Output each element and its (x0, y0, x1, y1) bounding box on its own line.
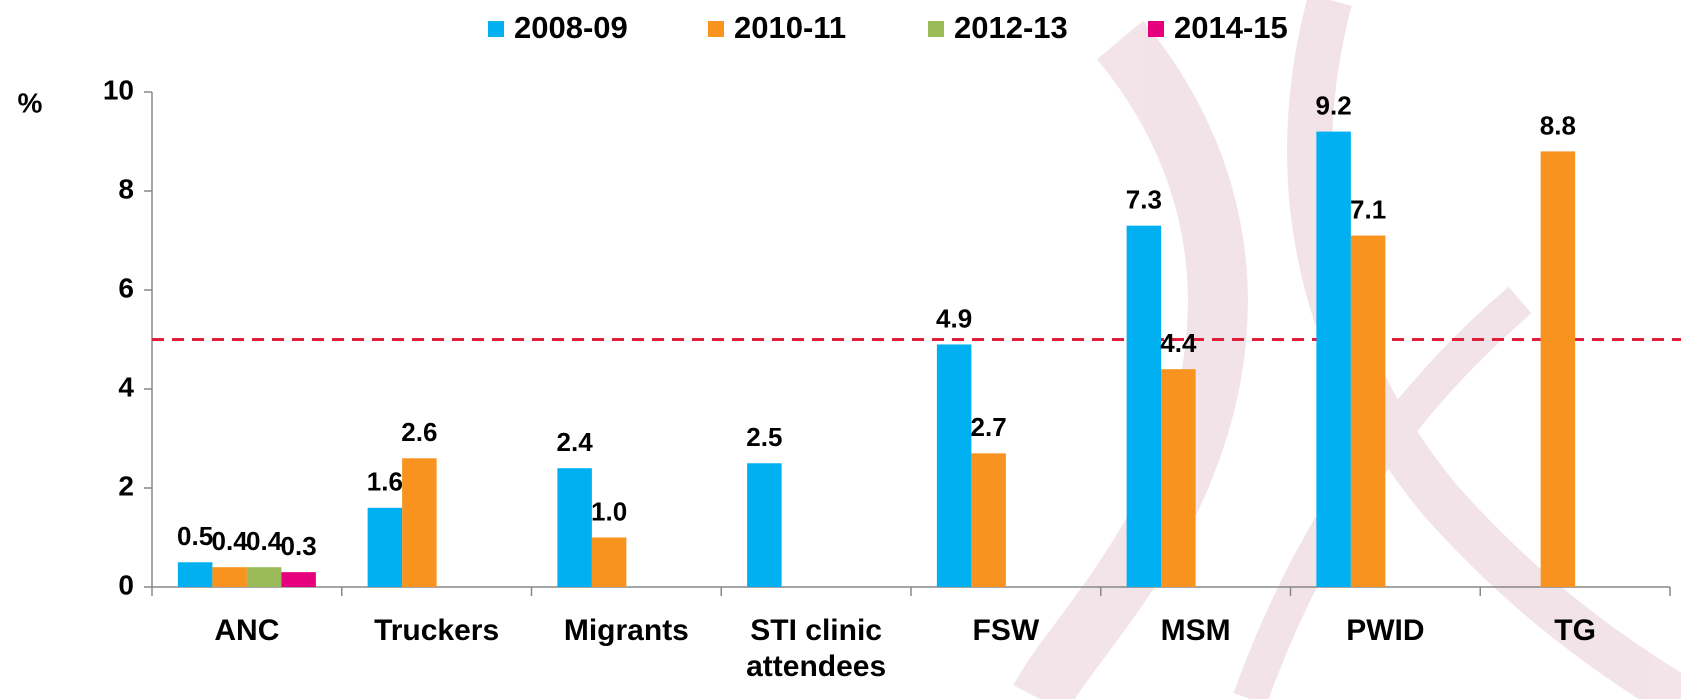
value-label: 2.4 (557, 427, 594, 457)
value-label: 0.5 (177, 521, 213, 551)
bar (1316, 132, 1351, 587)
bar (1541, 151, 1576, 587)
legend-swatch (1148, 21, 1164, 37)
legend-label: 2010-11 (734, 10, 846, 45)
y-axis-label: % (18, 87, 43, 118)
value-label: 0.3 (281, 531, 317, 561)
y-tick-label: 2 (118, 470, 134, 501)
bar (281, 572, 316, 587)
x-tick-label: PWID (1346, 614, 1424, 647)
y-tick-label: 0 (118, 569, 134, 600)
value-label: 0.4 (212, 526, 249, 556)
legend-label: 2014-15 (1174, 10, 1288, 45)
value-label: 7.3 (1126, 185, 1162, 215)
value-label: 1.0 (591, 496, 627, 526)
x-tick-label: ANC (214, 614, 279, 647)
bar (937, 344, 972, 587)
value-label: 2.6 (401, 417, 437, 447)
y-tick-label: 8 (118, 173, 134, 204)
legend-swatch (928, 21, 944, 37)
bar (247, 567, 282, 587)
value-label: 2.7 (971, 412, 1007, 442)
legend-label: 2008-09 (514, 10, 628, 45)
bar (747, 463, 782, 587)
bar (212, 567, 247, 587)
value-label: 7.1 (1350, 194, 1386, 224)
legend-swatch (708, 21, 724, 37)
bar (1351, 236, 1386, 587)
y-tick-label: 10 (103, 74, 134, 105)
bar (1127, 226, 1162, 587)
value-label: 2.5 (746, 422, 782, 452)
legend-label: 2012-13 (954, 10, 1068, 45)
x-tick-label: Truckers (374, 614, 499, 647)
value-label: 0.4 (246, 526, 283, 556)
bar (402, 458, 437, 587)
bar (592, 538, 627, 588)
x-tick-label: Migrants (564, 614, 689, 647)
value-label: 9.2 (1316, 90, 1352, 120)
y-tick-label: 4 (118, 371, 134, 402)
x-tick-label: MSM (1161, 614, 1231, 647)
value-label: 8.8 (1540, 110, 1576, 140)
bar (557, 468, 592, 587)
bar (1161, 369, 1196, 587)
bar (178, 562, 213, 587)
value-label: 1.6 (367, 467, 403, 497)
value-label: 4.4 (1160, 328, 1197, 358)
chart: % 0 2 4 6 8 10 ANC Truckers Migrants STI clinicat… (0, 0, 1681, 699)
bar (971, 453, 1006, 587)
y-tick-label: 6 (118, 272, 134, 303)
x-tick-label: FSW (973, 614, 1040, 647)
value-label: 4.9 (936, 303, 972, 333)
bar (368, 508, 403, 587)
x-tick-label: TG (1554, 614, 1596, 647)
legend-swatch (488, 21, 504, 37)
